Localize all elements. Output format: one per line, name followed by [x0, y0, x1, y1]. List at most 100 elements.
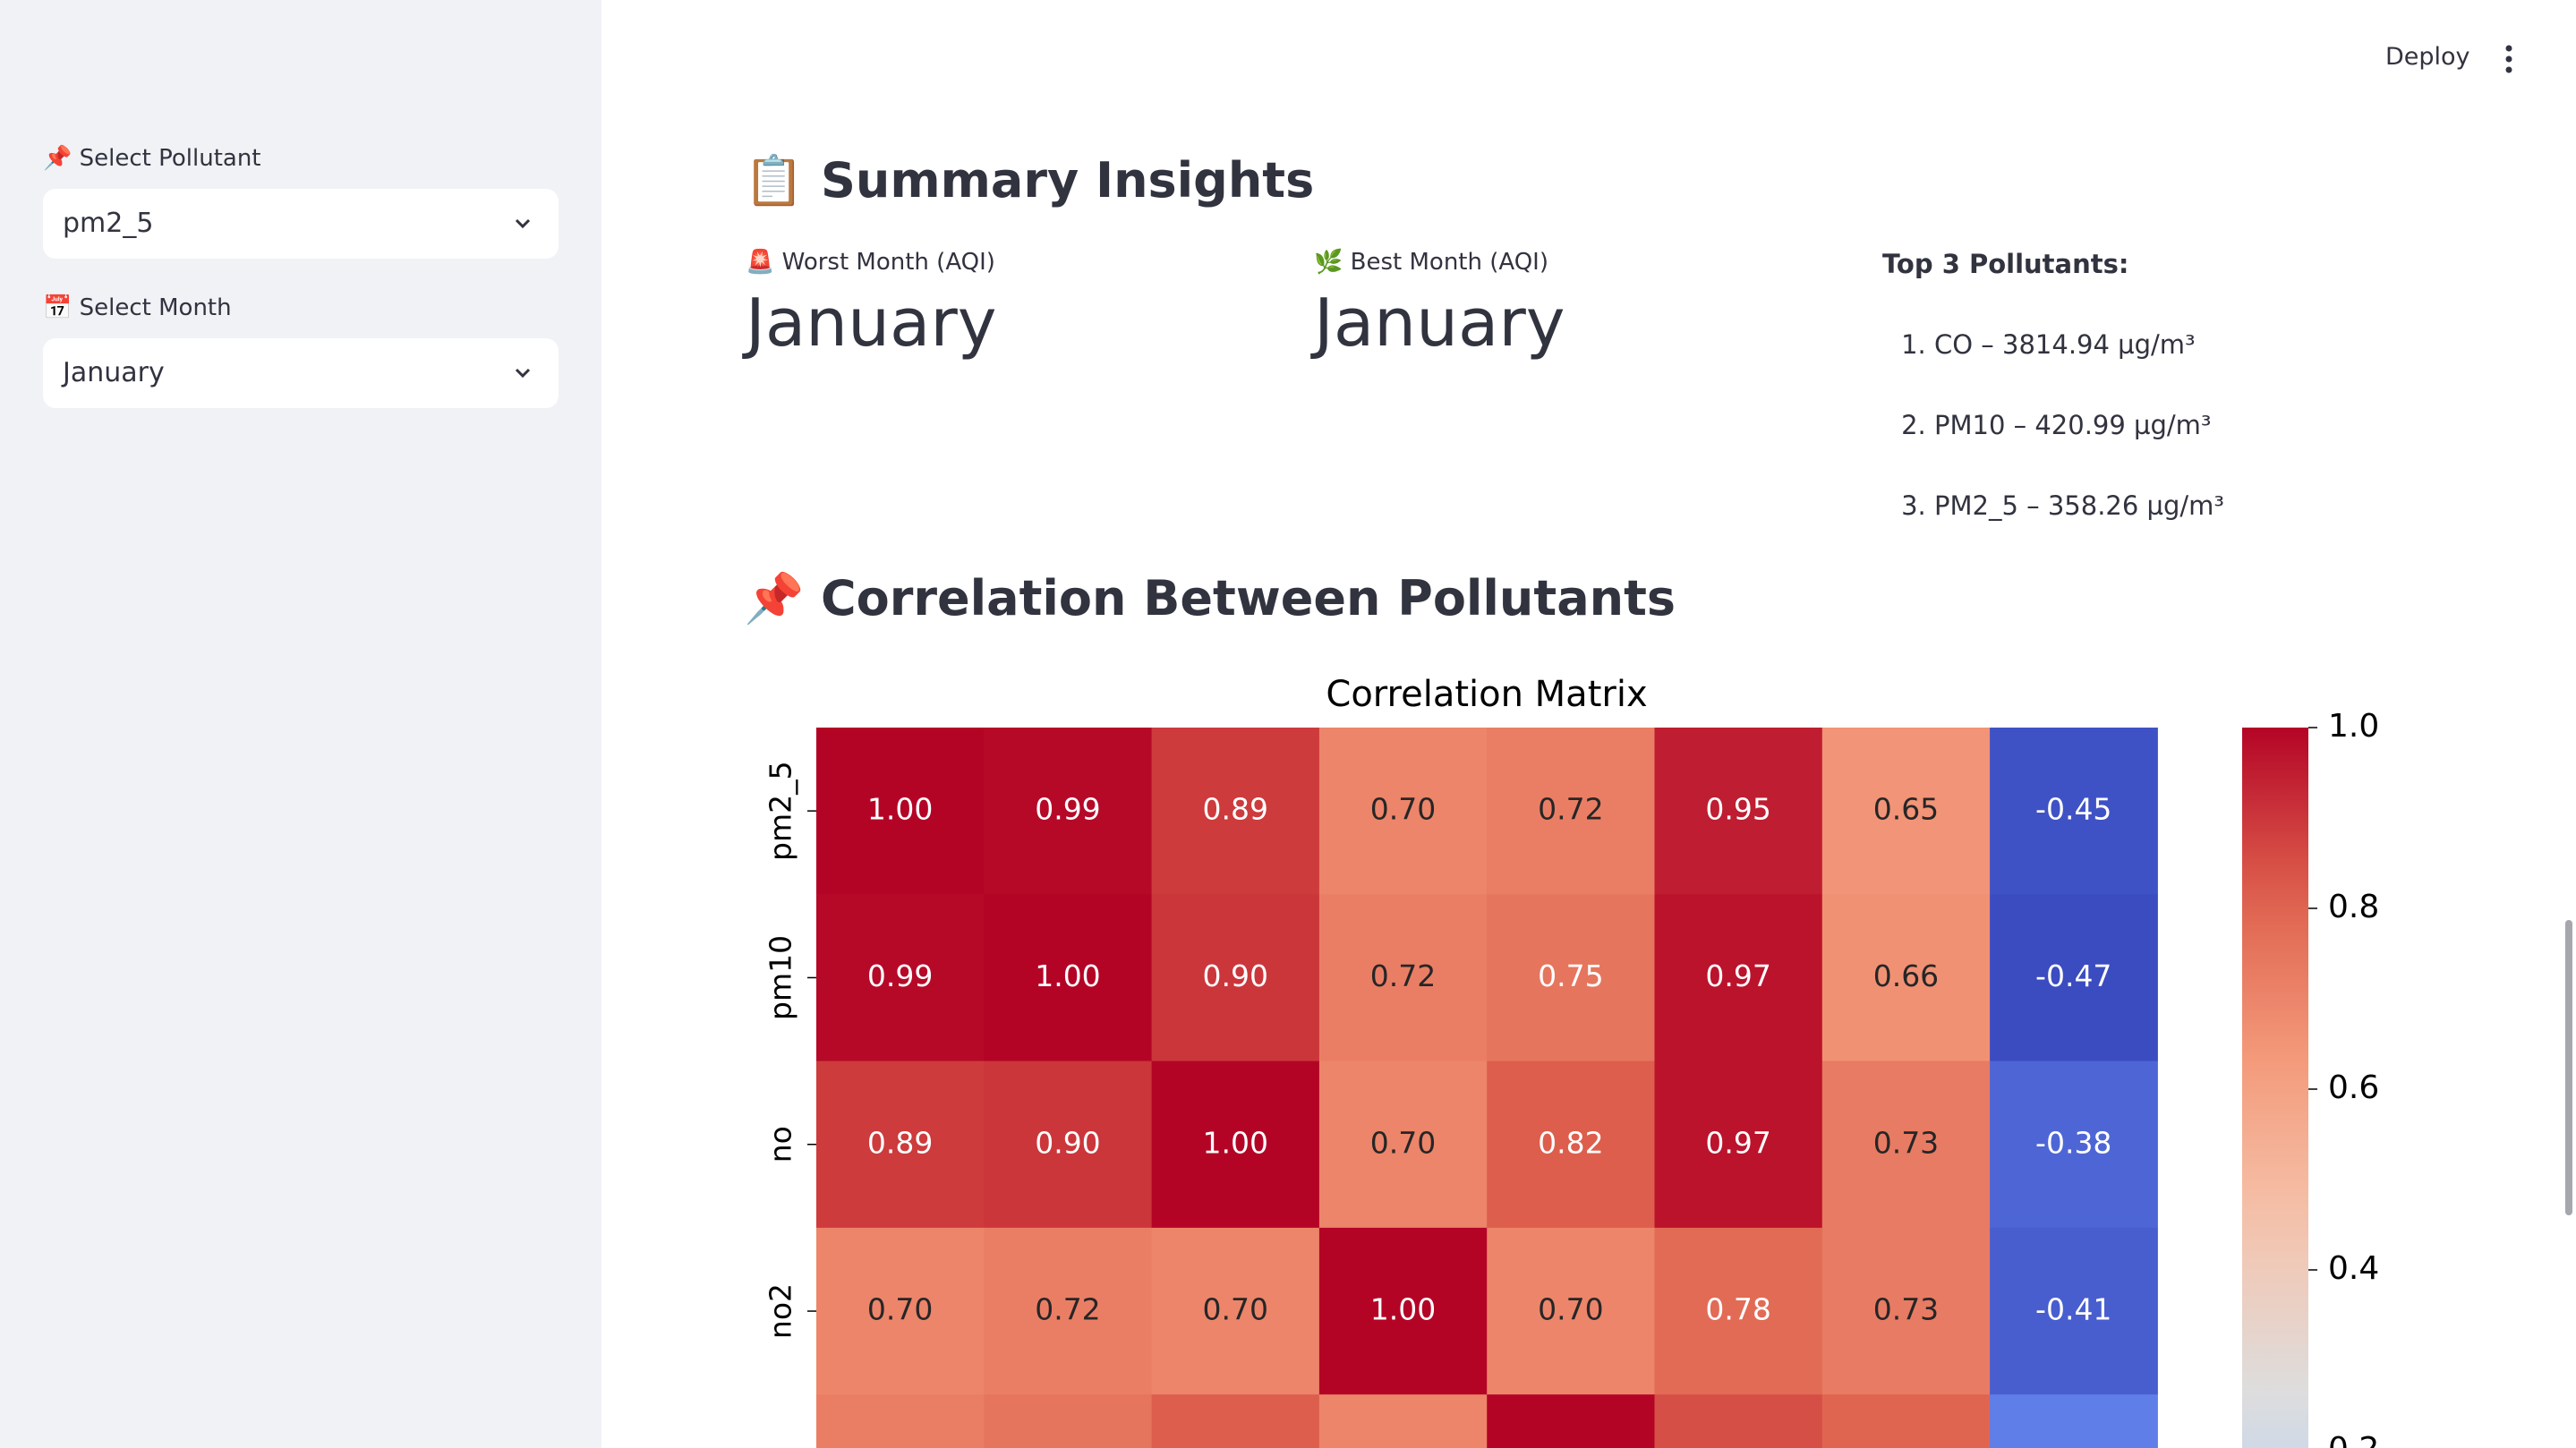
- cell-label: 0.75: [1538, 958, 1603, 993]
- heatmap-cell: [816, 1394, 985, 1448]
- row-label: pm10: [763, 935, 798, 1020]
- pollutant-value: pm2_5: [63, 208, 154, 239]
- pollutant-select[interactable]: pm2_5: [43, 189, 559, 259]
- metric-value: January: [1314, 285, 1565, 362]
- cell-label: 0.90: [1035, 1125, 1100, 1160]
- heatmap-cell: [1318, 1060, 1488, 1229]
- cell-label: 0.99: [867, 958, 933, 993]
- colorbar-tick-label: 0.2: [2328, 1431, 2379, 1448]
- cell-label: 0.72: [1035, 1292, 1100, 1327]
- heatmap-cell: [1990, 1060, 2158, 1229]
- top-item: CO – 3814.94 µg/m³: [1934, 304, 2224, 385]
- heatmap-cell: [1654, 1227, 1823, 1395]
- heatmap-cell: [1821, 728, 1991, 895]
- cell-label: 0.82: [1538, 1125, 1603, 1160]
- cell-label: 0.72: [1538, 792, 1603, 827]
- heatmap-cell: [1821, 894, 1991, 1062]
- month-select[interactable]: January: [43, 338, 559, 408]
- colorbar: [2242, 728, 2308, 1448]
- cell-label: 0.99: [1035, 792, 1100, 827]
- heatmap-cell: [1654, 1060, 1823, 1229]
- row-label: pm2_5: [763, 761, 798, 861]
- top-title: Top 3 Pollutants:: [1882, 249, 2129, 279]
- month-value: January: [63, 357, 165, 388]
- cell-label: 0.72: [1370, 958, 1436, 993]
- heatmap-cell: [984, 1394, 1153, 1448]
- heatmap-cell: [816, 728, 985, 895]
- heatmap-cell: [816, 1060, 985, 1229]
- heatmap-cell: [1318, 1394, 1488, 1448]
- heatmap-cell: [1318, 1227, 1488, 1395]
- row-label: no2: [763, 1283, 798, 1339]
- cell-label: 0.70: [1370, 792, 1436, 827]
- cell-label: -0.47: [2035, 958, 2111, 993]
- top-list: CO – 3814.94 µg/m³ PM10 – 420.99 µg/m³ P…: [1882, 304, 2224, 546]
- heatmap-cell: [1990, 728, 2158, 895]
- heatmap-cell: [1654, 894, 1823, 1062]
- cell-label: 0.78: [1705, 1292, 1770, 1327]
- cell-label: 1.00: [1035, 958, 1100, 993]
- heatmap-cell: [1487, 894, 1655, 1062]
- heatmap-cell: [984, 1227, 1153, 1395]
- cell-label: 0.66: [1873, 958, 1939, 993]
- cell-label: -0.41: [2035, 1292, 2111, 1327]
- cell-label: 0.70: [867, 1292, 933, 1327]
- top-item: PM2_5 – 358.26 µg/m³: [1934, 465, 2224, 546]
- colorbar-tick-label: 1.0: [2328, 708, 2379, 745]
- top-item: PM10 – 420.99 µg/m³: [1934, 385, 2224, 465]
- heatmap-cell: [1821, 1227, 1991, 1395]
- chart-title: Correlation Matrix: [1326, 674, 1647, 715]
- heatmap-cell: [1487, 1060, 1655, 1229]
- heatmap-cell: [1487, 1227, 1655, 1395]
- cell-label: -0.45: [2035, 792, 2111, 827]
- sidebar: 📌 Select Pollutant pm2_5 📅 Select Month …: [0, 0, 601, 1448]
- cell-label: 0.70: [1370, 1125, 1436, 1160]
- cell-label: 1.00: [1370, 1292, 1436, 1327]
- cell-label: 0.70: [1203, 1292, 1268, 1327]
- heatmap-cell: [1151, 894, 1320, 1062]
- row-label: no: [763, 1126, 798, 1163]
- cell-label: -0.38: [2035, 1125, 2111, 1160]
- metric-label: 🌿 Best Month (AQI): [1314, 249, 1548, 276]
- metric-value: January: [746, 285, 997, 362]
- correlation-heading: 📌 Correlation Between Pollutants: [744, 570, 1676, 626]
- cell-label: 0.97: [1705, 958, 1770, 993]
- month-label: 📅 Select Month: [43, 294, 232, 321]
- heatmap-cell: [1990, 1227, 2158, 1395]
- cell-label: 0.73: [1873, 1125, 1939, 1160]
- heatmap-cell: [816, 894, 985, 1062]
- heatmap-cell: [1821, 1394, 1991, 1448]
- heatmap-cell: [1151, 1060, 1320, 1229]
- cell-label: 0.70: [1538, 1292, 1603, 1327]
- metric-label: 🚨 Worst Month (AQI): [746, 249, 995, 276]
- heatmap-cell: [1654, 1394, 1823, 1448]
- deploy-button[interactable]: Deploy: [2385, 43, 2470, 71]
- pollutant-label: 📌 Select Pollutant: [43, 145, 261, 172]
- cell-label: 1.00: [1203, 1125, 1268, 1160]
- scrollbar[interactable]: [2565, 920, 2572, 1215]
- colorbar-tick-label: 0.8: [2328, 889, 2379, 925]
- cell-label: 0.89: [867, 1125, 933, 1160]
- heatmap-cell: [1151, 728, 1320, 895]
- cell-label: 0.89: [1203, 792, 1268, 827]
- heatmap-cell: [984, 894, 1153, 1062]
- heatmap-cell: [1151, 1394, 1320, 1448]
- heatmap-cell: [1821, 1060, 1991, 1229]
- heatmap-cell: [1654, 728, 1823, 895]
- menu-button[interactable]: [2497, 43, 2521, 75]
- cell-label: 0.95: [1705, 792, 1770, 827]
- heatmap-cell: [984, 728, 1153, 895]
- heatmap-cell: [1487, 1394, 1655, 1448]
- heatmap-cell: [1990, 894, 2158, 1062]
- chevron: [515, 218, 531, 229]
- heatmap-cell: [1318, 894, 1488, 1062]
- colorbar-tick-label: 0.4: [2328, 1250, 2379, 1287]
- heatmap-cell: [1990, 1394, 2158, 1448]
- cell-label: 0.65: [1873, 792, 1939, 827]
- cell-label: 0.73: [1873, 1292, 1939, 1327]
- cell-label: 0.90: [1203, 958, 1268, 993]
- heatmap-cell: [1487, 728, 1655, 895]
- heatmap-cell: [816, 1227, 985, 1395]
